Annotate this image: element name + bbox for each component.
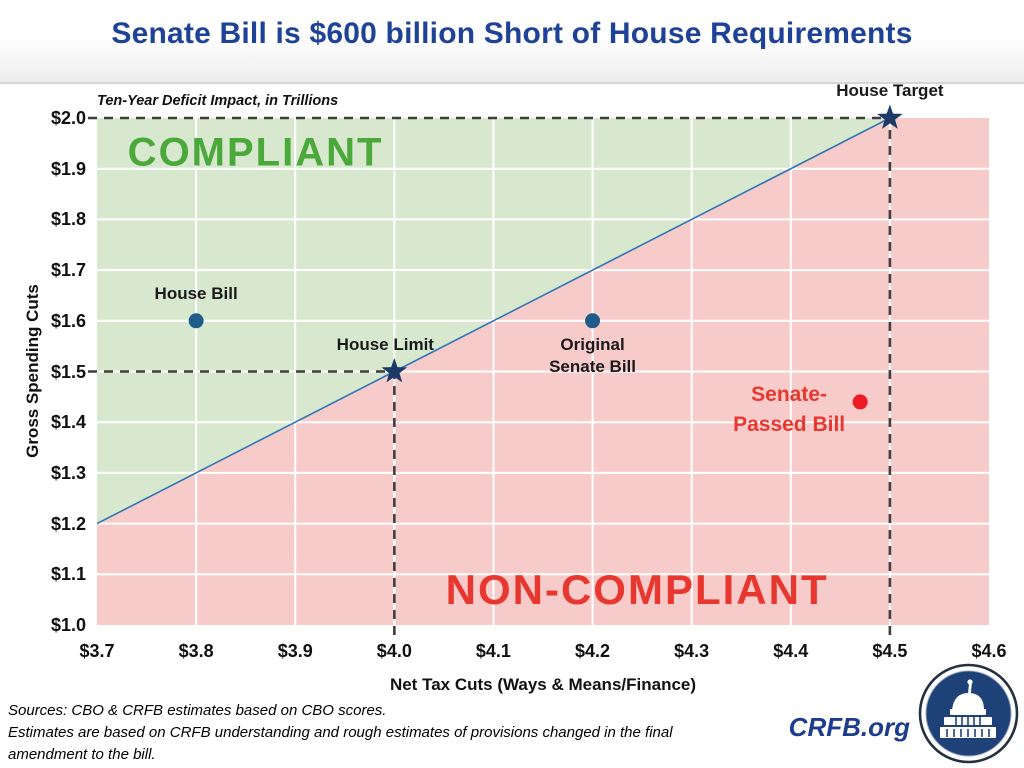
compliance-boundary-line [96, 117, 891, 525]
sources-line-3: amendment to the bill. [8, 746, 156, 763]
marker-house-bill [188, 313, 204, 329]
title-band [0, 0, 1024, 84]
marker-house-limit [381, 358, 408, 383]
x-tick-label: $3.8 [178, 641, 214, 661]
x-tick-label: $4.1 [475, 641, 511, 661]
crfb-capitol-logo-icon [918, 663, 1019, 764]
label-house-limit: House Limit [336, 334, 434, 354]
x-tick-label: $4.2 [575, 641, 611, 661]
sources-line-2: Estimates are based on CRFB understandin… [8, 724, 673, 741]
y-tick-label: $1.4 [50, 412, 86, 433]
x-tick-label: $3.9 [277, 641, 313, 661]
chart-canvas [88, 104, 989, 635]
x-tick-label: $4.6 [971, 641, 1007, 661]
y-tick-label: $1.1 [50, 564, 86, 585]
y-tick-label: $1.3 [50, 462, 86, 483]
sources-line-1: Sources: CBO & CRFB estimates based on C… [8, 702, 387, 719]
page-title: Senate Bill is $600 billion Short of Hou… [111, 17, 913, 50]
y-tick-label: $1.7 [50, 260, 86, 281]
region-label-non-compliant: NON-COMPLIANT [445, 565, 829, 613]
label-house-target: House Target [836, 81, 944, 100]
marker-original-senate-bill [585, 313, 601, 329]
x-tick-label: $3.7 [79, 641, 115, 661]
y-tick-label: $1.2 [50, 513, 86, 534]
x-tick-label: $4.5 [872, 641, 908, 661]
y-tick-label: $1.8 [50, 209, 86, 230]
label-original-senate-bill: Original Senate Bill [549, 334, 637, 376]
label-house-bill: House Bill [154, 283, 238, 303]
plot-area: House Bill House Limit Original Senate Bill… [88, 81, 989, 635]
x-tick-label: $4.4 [773, 641, 809, 661]
y-tick-label: $1.0 [50, 615, 86, 635]
marker-house-target [877, 104, 903, 129]
y-tick-label: $1.6 [50, 310, 86, 331]
x-axis-title: Net Tax Cuts (Ways & Means/Finance) [389, 675, 697, 694]
region-label-compliant: COMPLIANT [127, 130, 384, 175]
marker-senate-passed-bill [852, 394, 868, 410]
label-senate-passed-bill: Senate- Passed Bill [733, 382, 846, 436]
x-tick-label: $4.3 [674, 641, 710, 661]
crfb-org-label: CRFB.org [788, 712, 910, 742]
y-tick-label: $1.9 [50, 158, 86, 179]
chart-subtitle: Ten-Year Deficit Impact, in Trillions [97, 93, 339, 109]
y-tick-label: $2.0 [50, 108, 86, 128]
x-tick-label: $4.0 [376, 641, 412, 661]
y-tick-label: $1.5 [50, 361, 86, 382]
